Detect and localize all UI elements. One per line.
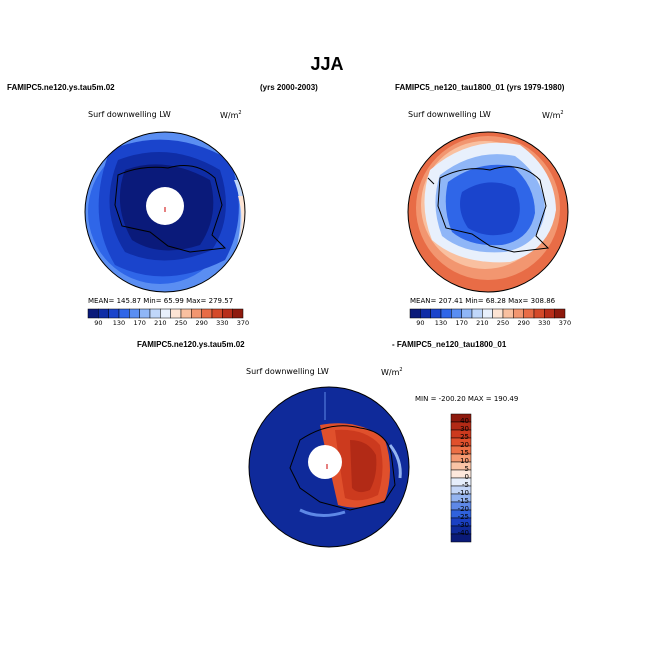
colorbar-swatch xyxy=(450,533,472,543)
colorbar-tick-label: -40 xyxy=(457,529,469,537)
diff-stats: MIN = -200.20 MAX = 190.49 xyxy=(415,395,519,403)
colorbar-tick-label: -20 xyxy=(457,505,469,513)
colorbar-tick-label: -15 xyxy=(457,497,469,505)
colorbar-tick-label: 30 xyxy=(460,425,469,433)
colorbar-tick-label: 290 xyxy=(517,319,530,327)
colorbar-tick-label: 90 xyxy=(94,319,103,327)
colorbar-tick-label: 370 xyxy=(236,319,250,327)
diff-units-label: W/m2 xyxy=(381,367,403,377)
left-case-label: FAMIPC5.ne120.ys.tau5m.02 xyxy=(7,83,115,92)
right-variable-label: Surf downwelling LW xyxy=(408,110,491,119)
colorbar-swatch xyxy=(554,308,566,319)
colorbar-tick-label: 330 xyxy=(538,319,551,327)
colorbar-tick-label: 210 xyxy=(476,319,489,327)
colorbar-tick-label: 90 xyxy=(416,319,425,327)
colorbar-tick-label: -5 xyxy=(462,481,469,489)
diff-case-a-label: FAMIPC5.ne120.ys.tau5m.02 xyxy=(137,340,245,349)
right-units-label: W/m2 xyxy=(542,110,564,120)
colorbar-tick-label: 25 xyxy=(460,433,469,441)
colorbar-tick-label: 170 xyxy=(133,319,146,327)
colorbar-tick-label: 10 xyxy=(460,457,469,465)
colorbar-tick-label: 40 xyxy=(460,417,469,425)
colorbar-tick-label: 370 xyxy=(558,319,572,327)
colorbar-tick-label: 250 xyxy=(174,319,188,327)
colorbar-tick-label: 15 xyxy=(460,449,469,457)
diff-case-b-label: - FAMIPC5_ne120_tau1800_01 xyxy=(392,340,507,349)
colorbar-swatch xyxy=(232,308,244,319)
colorbar-tick-label: -10 xyxy=(457,489,469,497)
colorbar-tick-label: 170 xyxy=(455,319,468,327)
colorbar-tick-label: 290 xyxy=(195,319,208,327)
colorbar-tick-label: 250 xyxy=(496,319,510,327)
colorbar-tick-label: 0 xyxy=(464,473,469,481)
colorbar-tick-label: 5 xyxy=(464,465,469,473)
colorbar-tick-label: 210 xyxy=(154,319,167,327)
colorbar-tick-label: 130 xyxy=(434,319,448,327)
diff-variable-label: Surf downwelling LW xyxy=(246,367,329,376)
colorbar-tick-label: 330 xyxy=(216,319,229,327)
colorbar-tick-label: -25 xyxy=(457,513,469,521)
right-stats: MEAN= 207.41 Min= 68.28 Max= 308.86 xyxy=(410,297,556,305)
colorbar-tick-label: 20 xyxy=(460,441,469,449)
left-units-label: W/m2 xyxy=(220,110,242,120)
colorbar-tick-label: -30 xyxy=(457,521,469,529)
figure-title: JJA xyxy=(310,54,344,74)
left-variable-label: Surf downwelling LW xyxy=(88,110,171,119)
left-years-label: (yrs 2000-2003) xyxy=(260,83,318,92)
right-case-label: FAMIPC5_ne120_tau1800_01 (yrs 1979-1980) xyxy=(395,83,565,92)
left-stats: MEAN= 145.87 Min= 65.99 Max= 279.57 xyxy=(88,297,234,305)
colorbar-tick-label: 130 xyxy=(112,319,126,327)
